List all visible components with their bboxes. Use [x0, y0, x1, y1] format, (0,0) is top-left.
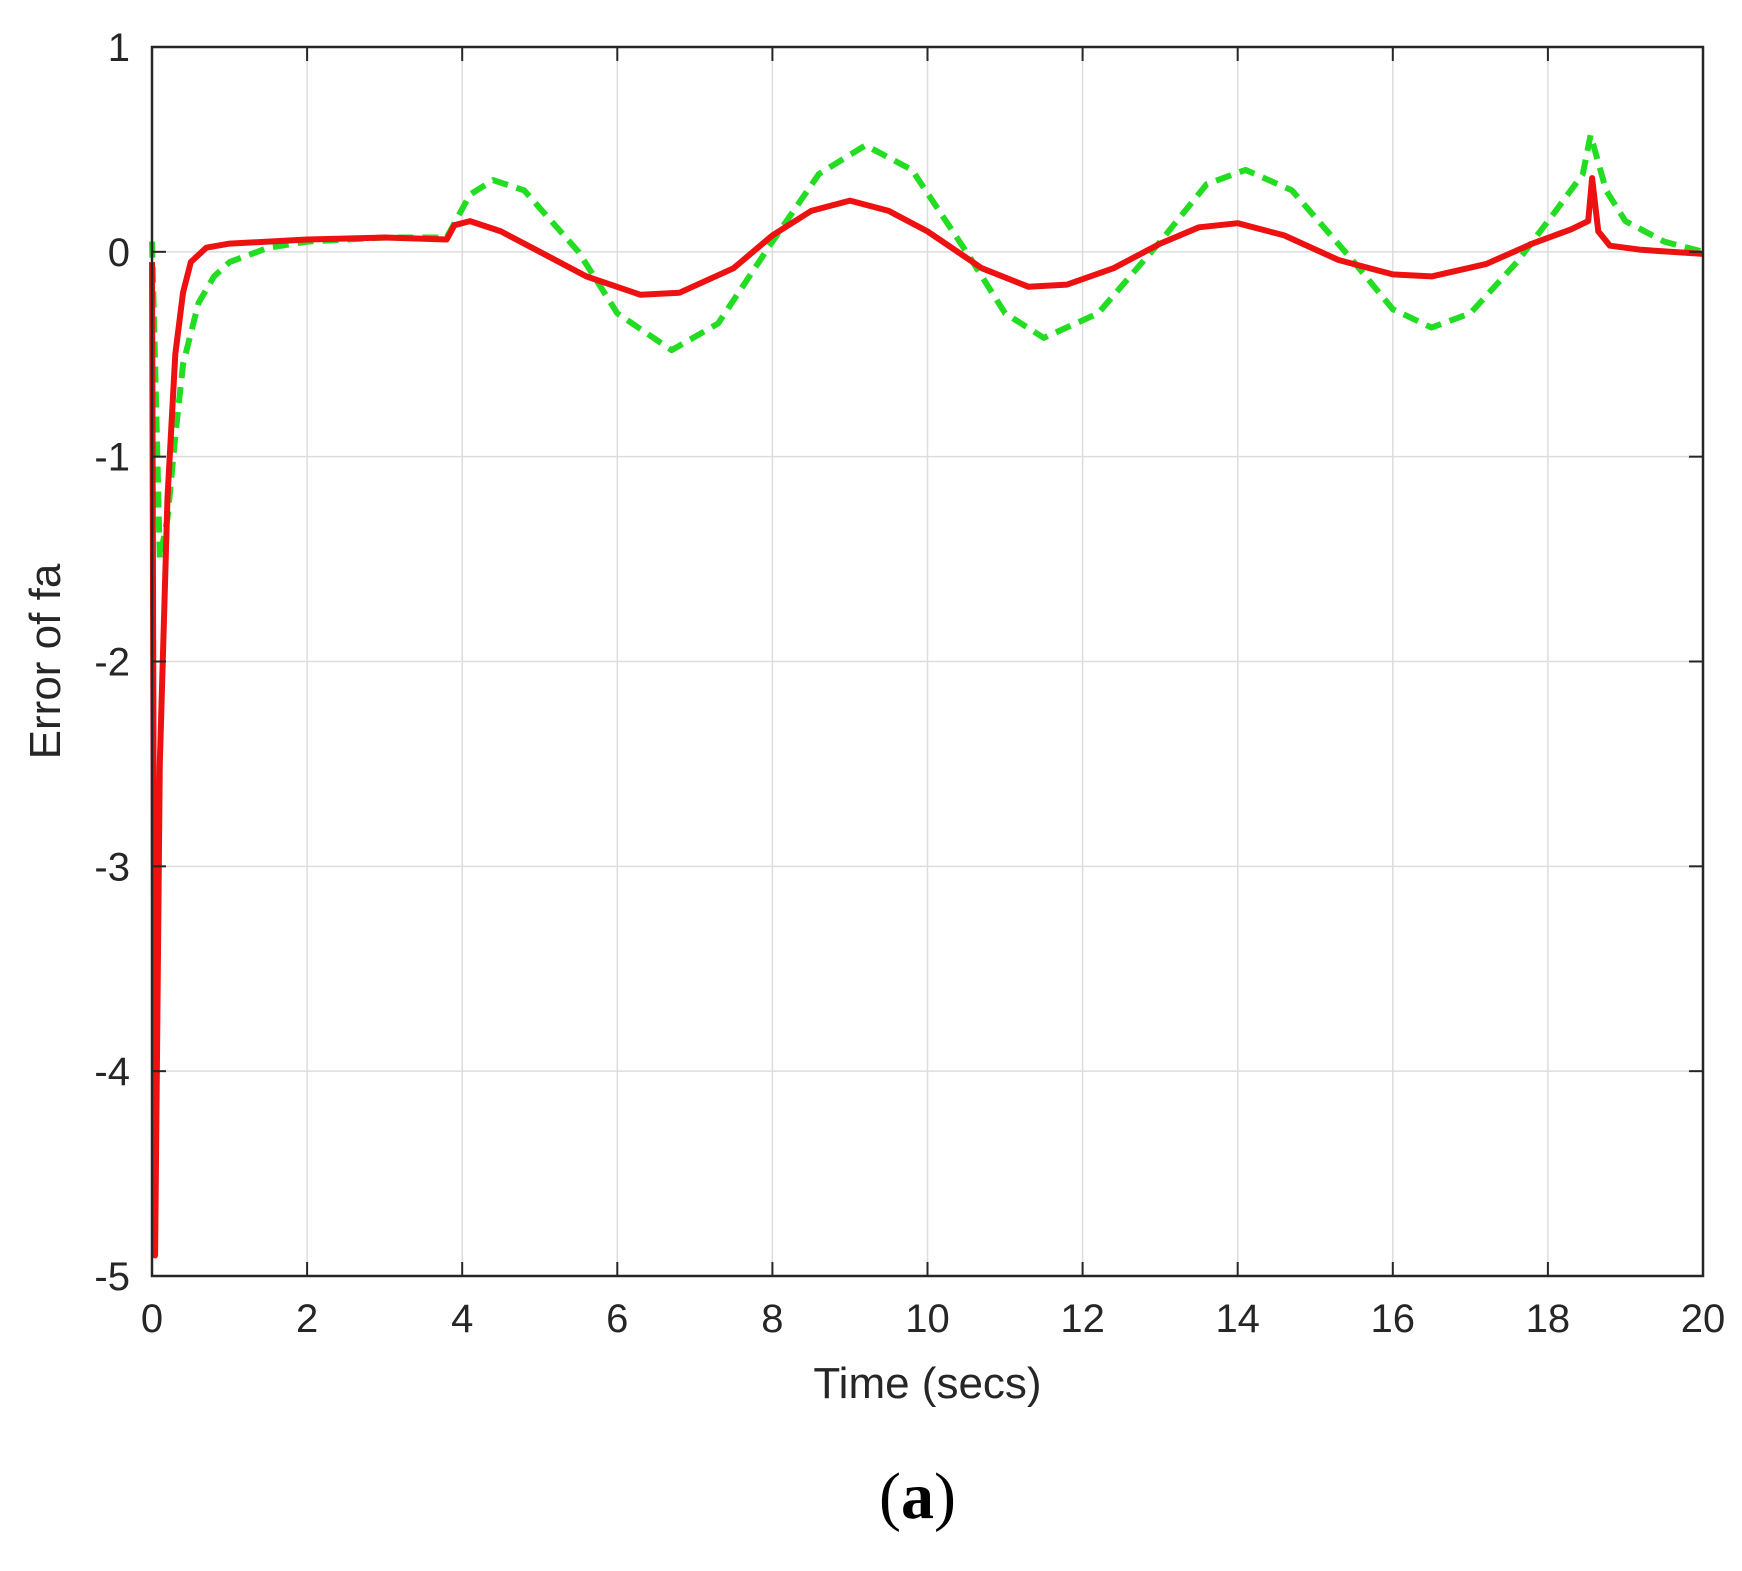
- x-tick-label: 2: [296, 1297, 318, 1341]
- y-tick-label: -4: [94, 1050, 130, 1094]
- x-axis-label: Time (secs): [813, 1359, 1041, 1408]
- x-tick-label: 4: [451, 1297, 473, 1341]
- y-tick-label: 0: [108, 231, 130, 275]
- y-tick-label: -2: [94, 641, 130, 685]
- x-tick-label: 0: [141, 1297, 163, 1341]
- plot-series: [149, 132, 1704, 1259]
- x-tick-label: 10: [905, 1297, 950, 1341]
- y-tick-label: -5: [94, 1255, 130, 1299]
- y-tick-labels: 1 0 -1 -2 -3 -4 -5: [94, 26, 130, 1299]
- panel-label-letter: a: [901, 1460, 934, 1533]
- y-axis-label: Error of fa: [21, 563, 70, 759]
- panel-label: (a): [879, 1460, 956, 1533]
- x-tick-label: 12: [1060, 1297, 1105, 1341]
- tick-marks: [151, 46, 1704, 1277]
- x-tick-label: 14: [1215, 1297, 1260, 1341]
- y-tick-label: 1: [108, 26, 130, 70]
- x-tick-label: 16: [1371, 1297, 1416, 1341]
- x-tick-label: 20: [1681, 1297, 1726, 1341]
- y-tick-label: -1: [94, 436, 130, 480]
- x-tick-label: 6: [606, 1297, 628, 1341]
- series-line-2: [149, 175, 1704, 1259]
- series-line-1: [149, 132, 1704, 563]
- y-tick-label: -3: [94, 845, 130, 889]
- x-tick-label: 18: [1526, 1297, 1571, 1341]
- x-tick-labels: 0 2 4 6 8 10 12 14 16 18 20: [141, 1297, 1725, 1341]
- x-tick-label: 8: [761, 1297, 783, 1341]
